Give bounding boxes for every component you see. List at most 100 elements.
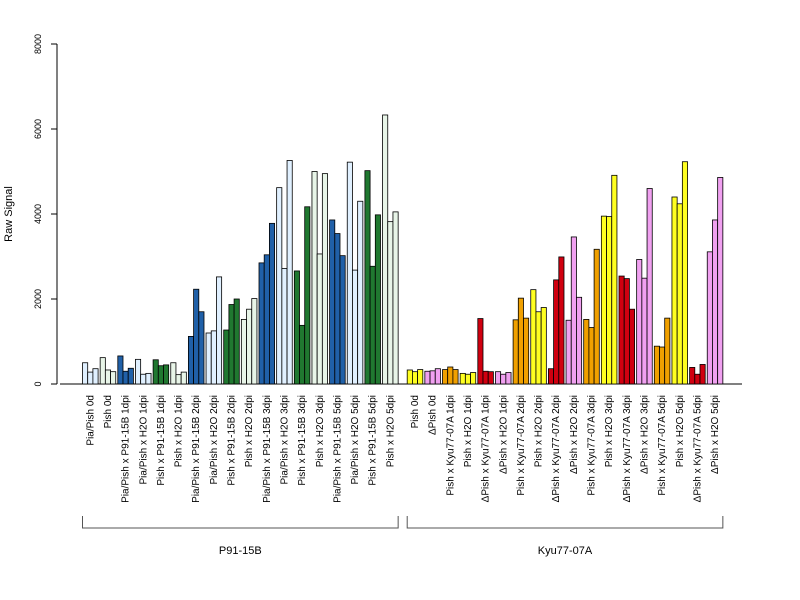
bar: [406, 369, 413, 385]
bar: [251, 298, 258, 385]
bar: [636, 259, 643, 385]
bar: [152, 359, 159, 385]
x-tick-label: Pia/Pish x H2O 1dpi: [138, 395, 149, 485]
bar: [618, 275, 625, 385]
bar: [548, 368, 555, 385]
bar: [576, 296, 583, 385]
bar: [429, 370, 436, 385]
x-tick-label: Pish x H2O 1dpi: [463, 395, 474, 467]
bar: [157, 365, 164, 385]
x-tick-label: Pish x P91-15B 3dpi: [297, 395, 308, 486]
x-tick-label: ΔPish x H2O 2dpi: [569, 395, 580, 474]
bar: [611, 174, 618, 385]
y-tick-label: 8000: [33, 34, 43, 54]
x-tick-label: Pia/Pish x H2O 2dpi: [209, 395, 220, 485]
bar: [82, 362, 89, 385]
x-tick-label: Pia/Pish 0d: [85, 395, 96, 446]
bar: [104, 369, 111, 385]
bar: [175, 374, 182, 385]
bar: [140, 373, 147, 385]
bar: [352, 269, 359, 385]
group-brackets: P91-15B Kyu77-07A: [82, 516, 724, 557]
x-tick-label: Pish x P91-15B 1dpi: [156, 395, 167, 486]
bar: [346, 161, 353, 385]
x-tick-label: Pish x Kyu77-07A 2dpi: [516, 395, 527, 496]
bar: [228, 304, 235, 385]
y-tick-label: 0: [33, 381, 43, 386]
x-tick-label: Pish x Kyu77-07A 3dpi: [587, 395, 598, 496]
y-axis: 0 2000 4000 6000 8000: [33, 34, 58, 387]
bar: [392, 211, 399, 385]
bar: [193, 288, 200, 385]
x-tick-label: Pish x Kyu77-07A 5dpi: [657, 395, 668, 496]
bar: [447, 366, 454, 385]
bar: [304, 206, 311, 385]
bar: [246, 308, 253, 385]
x-tick-label: Pish x H2O 2dpi: [534, 395, 545, 467]
x-tick-label: Pish x H2O 3dpi: [604, 395, 615, 467]
x-tick-label: ΔPish x Kyu77-07A 5dpi: [692, 395, 703, 502]
x-tick-label: ΔPish x Kyu77-07A 1dpi: [481, 395, 492, 502]
x-tick-label: ΔPish x H2O 5dpi: [710, 395, 721, 474]
bar: [387, 221, 394, 385]
x-tick-label: Pia/Pish x H2O 3dpi: [279, 395, 290, 485]
bar: [268, 222, 275, 385]
group-label: Kyu77-07A: [538, 545, 593, 557]
group-label: P91-15B: [219, 545, 262, 557]
x-tick-label: Pish x P91-15B 5dpi: [368, 395, 379, 486]
bar: [216, 276, 223, 385]
bar: [540, 307, 547, 385]
x-tick-label: Pish x H2O 1dpi: [174, 395, 185, 467]
x-tick-label: Pish 0d: [103, 395, 114, 428]
bar: [482, 370, 489, 385]
x-tick-label: Pia/Pish x H2O 5dpi: [350, 395, 361, 485]
bar: [464, 373, 471, 385]
x-tick-label: ΔPish 0d: [428, 395, 439, 435]
x-tick-label: ΔPish x H2O 1dpi: [498, 395, 509, 474]
bar: [588, 327, 595, 385]
bar: [641, 277, 648, 385]
x-tick-label: Pish x Kyu77-07A 1dpi: [445, 395, 456, 496]
bar: [694, 373, 701, 385]
bar: [565, 319, 572, 385]
x-tick-label: Pia/Pish x P91-15B 5dpi: [332, 395, 343, 503]
x-tick-label: ΔPish x Kyu77-07A 2dpi: [551, 395, 562, 502]
bar: [699, 364, 706, 385]
bar: [681, 161, 688, 385]
group-bracket: [406, 516, 724, 529]
bar: [316, 253, 323, 385]
x-tick-label: Pish x H2O 3dpi: [315, 395, 326, 467]
bar: [299, 324, 306, 385]
bar: [535, 311, 542, 385]
bar: [369, 265, 376, 385]
bar: [87, 371, 94, 385]
x-tick-label: Pia/Pish x P91-15B 2dpi: [191, 395, 202, 503]
bar: [223, 329, 230, 385]
bar: [311, 171, 318, 385]
x-tick-label: ΔPish x H2O 3dpi: [639, 395, 650, 474]
bar: [593, 248, 600, 385]
bar: [135, 358, 142, 385]
bar: [442, 369, 449, 385]
bar: [210, 330, 217, 385]
bar: [505, 372, 512, 385]
bar: [240, 318, 247, 385]
bar: [600, 215, 607, 385]
bar: [374, 214, 381, 385]
y-axis-label: Raw Signal: [3, 186, 15, 242]
bar: [198, 311, 205, 385]
bar: [629, 308, 636, 385]
x-tick-label: Pish x H2O 2dpi: [244, 395, 255, 467]
bar: [477, 318, 484, 385]
bar: [321, 173, 328, 385]
bar: [170, 362, 177, 385]
y-tick-label: 2000: [33, 289, 43, 309]
bar: [286, 160, 293, 385]
bar: [411, 371, 418, 385]
bar: [717, 177, 724, 385]
bar: [417, 369, 424, 385]
bar: [334, 233, 341, 385]
x-tick-label: Pish x P91-15B 2dpi: [227, 395, 238, 486]
bar: [110, 371, 117, 385]
